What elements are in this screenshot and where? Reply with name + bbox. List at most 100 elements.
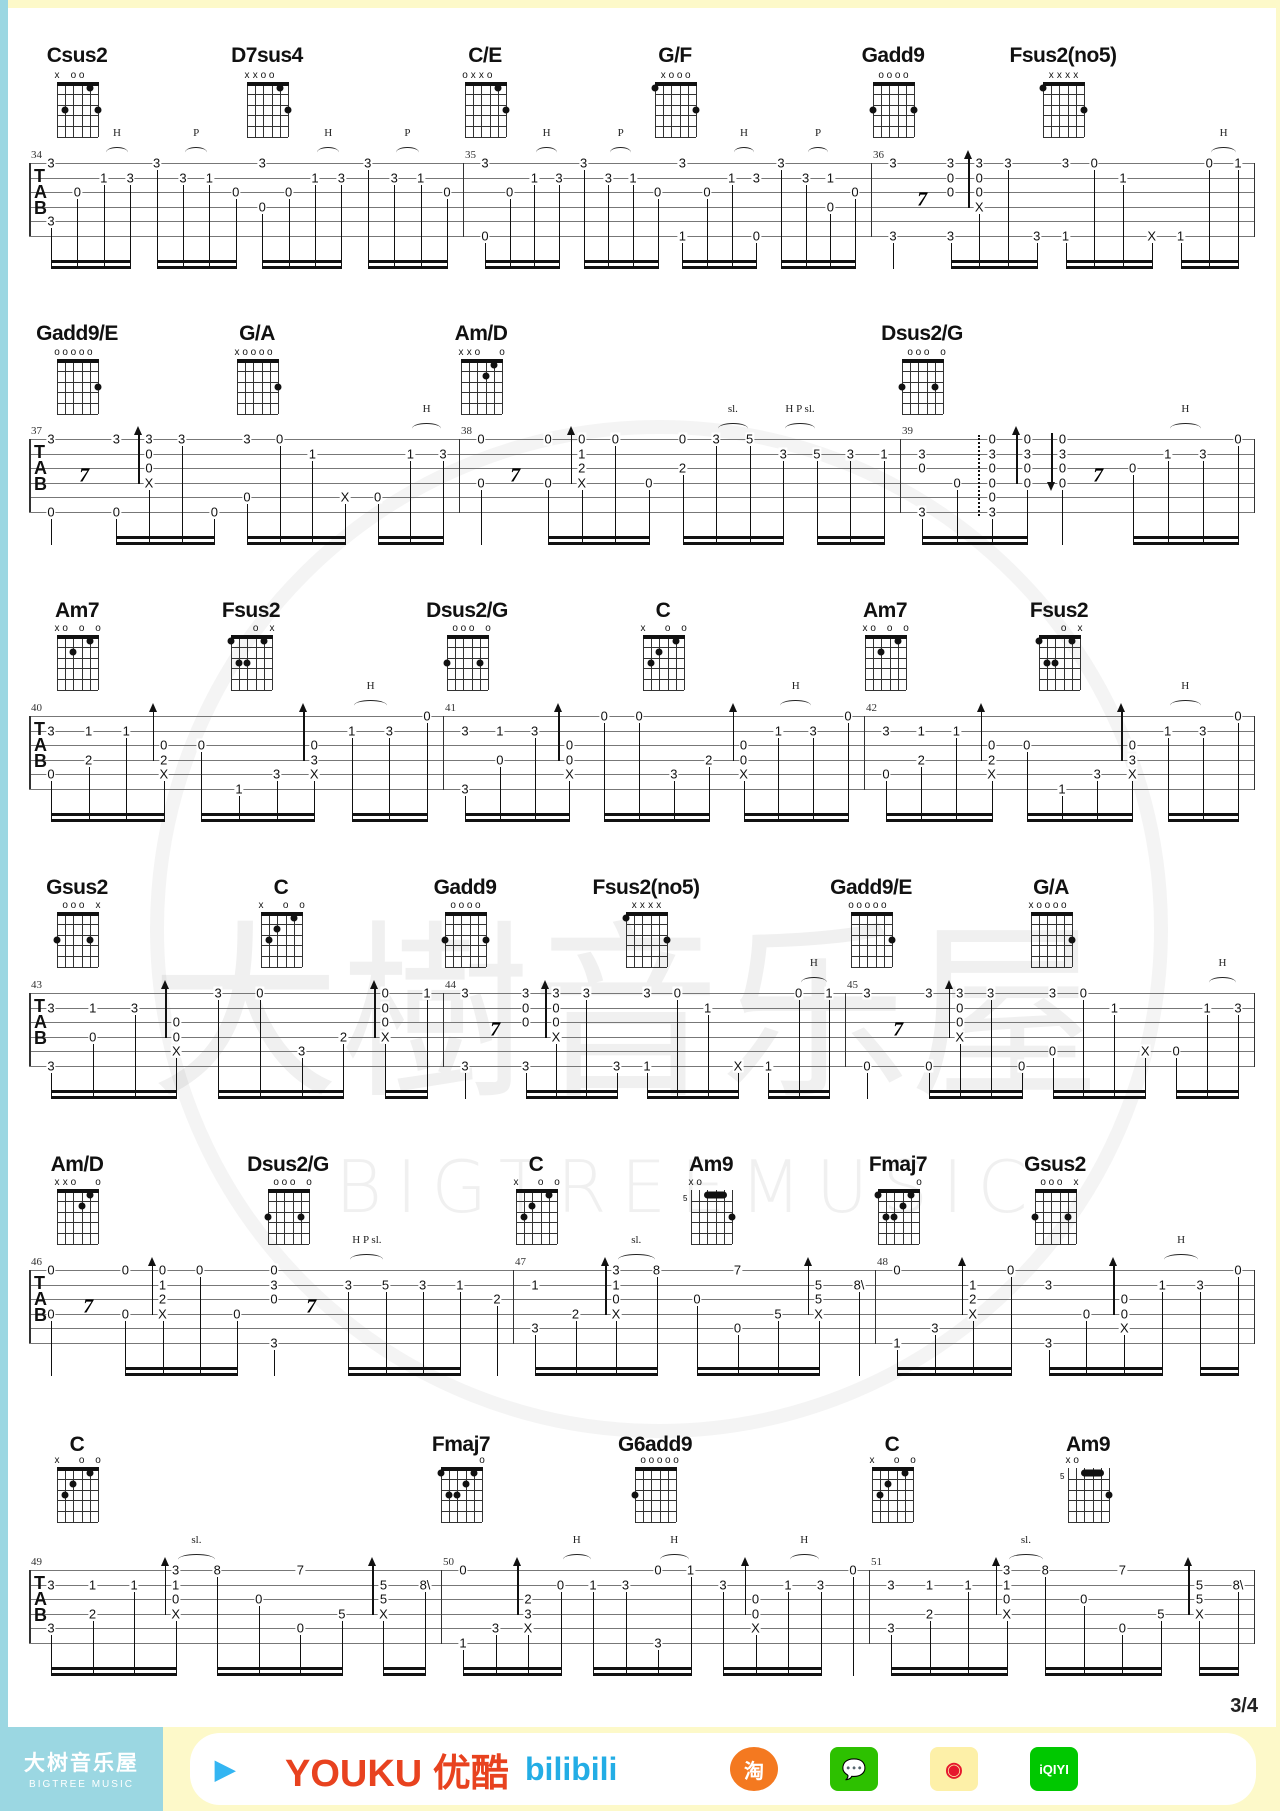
fret-number: 3: [677, 155, 687, 171]
fret-number: 3: [924, 985, 934, 1001]
diagram-string: [89, 1190, 91, 1244]
muted-string-marker: x: [234, 347, 240, 358]
beam: [1052, 1090, 1147, 1093]
diagram-fret: [465, 93, 506, 95]
note-stem: [1114, 1014, 1116, 1099]
finger-dot: [888, 936, 896, 944]
fret-number: 1: [703, 1000, 713, 1016]
diagram-fret: [57, 679, 98, 681]
fret-number: 3: [581, 985, 591, 1001]
fret-number: 3: [808, 723, 818, 739]
diagram-string: [255, 83, 257, 137]
diagram-string: [667, 636, 669, 690]
diagram-fret: [872, 1522, 913, 1523]
beam: [385, 1090, 428, 1093]
beam: [604, 819, 710, 822]
youku-logo[interactable]: YOUKU 优酷: [285, 1752, 509, 1795]
fret-number: 3: [460, 781, 470, 797]
fret-number: 1: [628, 170, 638, 186]
note-stem: [1045, 1577, 1047, 1676]
fret-number: 2: [924, 1606, 935, 1622]
diagram-fret: [261, 923, 302, 925]
diagram-string: [73, 1190, 75, 1244]
diagram-string: [548, 1190, 550, 1244]
beam: [1045, 1667, 1162, 1670]
finger-dot: [894, 637, 902, 645]
diagram-string: [81, 636, 83, 690]
fret-number: 0: [892, 1262, 902, 1278]
open-string-marker: o: [468, 623, 475, 634]
note-stem: [556, 1043, 557, 1099]
diagram-fret: [57, 115, 98, 117]
strum-up-arrow-icon: [958, 1256, 965, 1316]
diagram-fret: [873, 93, 914, 95]
diagram-string: [461, 360, 462, 414]
fret-number: X: [738, 766, 749, 782]
diagram-fret: [655, 115, 696, 117]
diagram-fret: [516, 1244, 557, 1245]
iqiyi-logo[interactable]: iQIYI: [1030, 1747, 1078, 1791]
beam: [548, 542, 650, 545]
finger-dot: [260, 637, 268, 645]
tencent-video-logo[interactable]: ▶: [215, 1753, 235, 1784]
fret-number: 0: [986, 737, 997, 753]
diagram-fret: [873, 104, 914, 106]
fret-number: 1: [924, 1577, 935, 1593]
bilibili-logo[interactable]: bilibili: [525, 1750, 618, 1787]
open-string-marker: o: [881, 900, 887, 911]
fret-number: 1: [1060, 228, 1071, 244]
wechat-logo[interactable]: 💬: [830, 1747, 878, 1791]
chord-name: Dsus2/G: [247, 1153, 329, 1176]
beam: [367, 260, 448, 263]
diagram-fret: [865, 690, 906, 691]
weibo-logo[interactable]: ◉: [930, 1747, 978, 1791]
beam: [647, 1090, 739, 1093]
finger-dot: [53, 936, 61, 944]
chord-name: Gsus2: [46, 876, 108, 899]
diagram-fret: [873, 126, 914, 128]
fret-number: 0: [521, 1000, 531, 1016]
diagram-fret: [57, 956, 98, 958]
beam: [647, 1096, 739, 1099]
chord-name: Am/D: [50, 1153, 104, 1176]
beam: [218, 1096, 345, 1099]
measure-number: 46: [31, 1256, 42, 1268]
fret-number: 0: [1128, 460, 1138, 476]
diagram-string: [272, 636, 273, 690]
beam: [348, 1367, 461, 1370]
tab-clef-letter: A: [34, 1012, 47, 1033]
diagram-fret: [635, 1522, 676, 1523]
taobao-logo[interactable]: 淘: [730, 1747, 778, 1791]
fret-number: 0: [825, 199, 835, 215]
platform-logos-panel: ▶ YOUKU 优酷 bilibili 淘 💬 ◉ iQIYI: [190, 1733, 1256, 1805]
note-stem: [341, 1620, 343, 1676]
fret-number: 0: [917, 460, 927, 476]
diagram-fret: [1031, 945, 1072, 947]
diagram-fret: [57, 93, 98, 95]
note-stem: [1122, 1635, 1124, 1676]
diagram-string: [65, 913, 67, 967]
open-string-marker: o: [864, 900, 871, 911]
fret-number: 3: [271, 766, 282, 782]
fret-number: 0: [987, 489, 997, 505]
diagram-string: [98, 913, 99, 967]
chord-name: G/F: [658, 44, 692, 67]
chord-name: Gsus2: [1024, 1153, 1086, 1176]
fret-number: 1: [825, 170, 835, 186]
fret-number: 0: [232, 1306, 242, 1322]
fret-number: 3: [987, 446, 997, 462]
open-string-marker: o: [870, 623, 876, 634]
open-string-marker: o: [668, 70, 675, 81]
tab-clef-letter: B: [34, 474, 47, 495]
strum-up-arrow-icon: [567, 425, 574, 485]
open-string-marker: o: [486, 70, 493, 81]
muted-string-marker: x: [95, 900, 101, 911]
note-stem: [1086, 1320, 1088, 1376]
beam: [116, 542, 216, 545]
diagram-fret: [445, 956, 486, 958]
diagram-string: [276, 1190, 278, 1244]
fret-number: X: [157, 1306, 168, 1322]
